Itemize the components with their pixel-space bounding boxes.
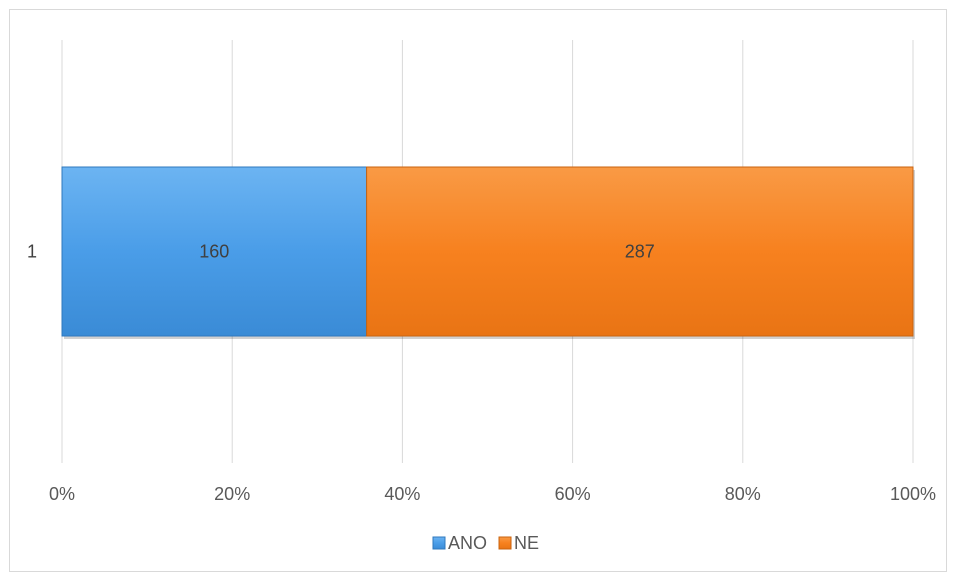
data-label-ne: 287 [625, 242, 655, 262]
bars [61, 166, 915, 339]
legend-label-ano: ANO [448, 533, 487, 553]
legend-label-ne: NE [514, 533, 539, 553]
x-tick-label: 0% [49, 484, 75, 504]
legend: ANO NE [432, 533, 539, 553]
labels: 0% 20% 40% 60% 80% 100% 160 287 1 [27, 242, 936, 505]
data-label-ano: 160 [199, 242, 229, 262]
bar-ano [61, 166, 368, 337]
x-tick-label: 80% [725, 484, 761, 504]
x-tick-label: 20% [214, 484, 250, 504]
x-tick-label: 100% [890, 484, 936, 504]
x-tick-label: 60% [555, 484, 591, 504]
bar-ne [366, 166, 914, 337]
legend-swatch-ano [432, 536, 446, 550]
category-label: 1 [27, 242, 37, 262]
legend-swatch-ne [498, 536, 512, 550]
x-tick-label: 40% [384, 484, 420, 504]
